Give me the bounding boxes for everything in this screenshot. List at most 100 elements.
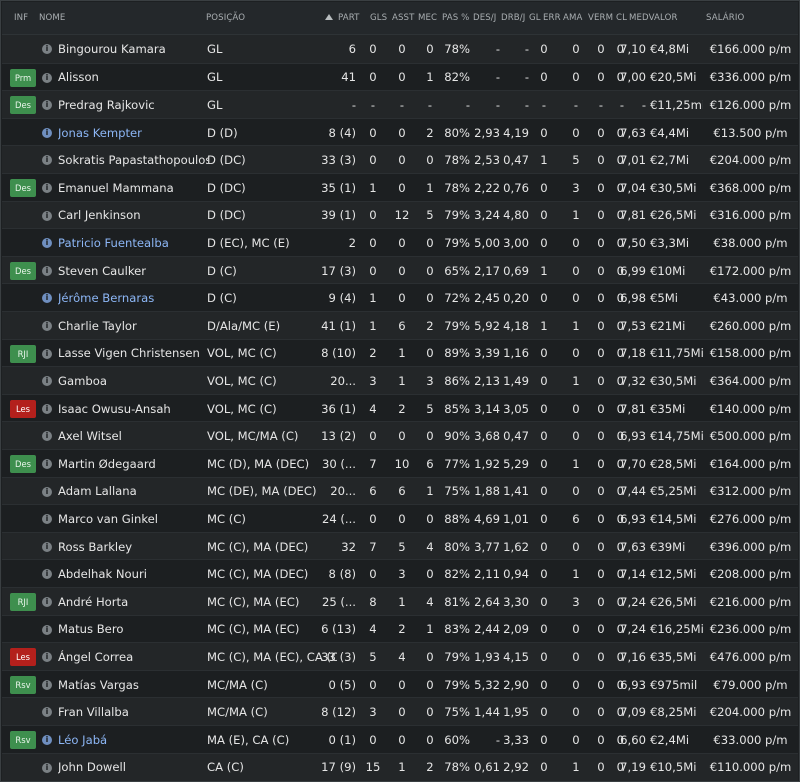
table-row[interactable]: i Sokratis Papastathopoulos D (DC) 33 (3) 0 0…	[2, 145, 798, 174]
table-row[interactable]: i Adam Lallana MC (DE), MA (DEC) 20... 6 6 1 75…	[2, 476, 798, 506]
status-badge[interactable]: Des	[10, 96, 36, 115]
info-icon[interactable]: i	[42, 624, 52, 635]
player-name[interactable]: Axel Witsel	[58, 429, 122, 444]
player-name[interactable]: Sokratis Papastathopoulos	[58, 153, 208, 168]
info-icon[interactable]: i	[42, 265, 52, 276]
player-name[interactable]: Abdelhak Nouri	[58, 567, 147, 582]
info-icon[interactable]: i	[42, 597, 52, 607]
col-cl[interactable]: CL	[616, 13, 627, 23]
info-icon[interactable]: i	[42, 735, 52, 745]
player-name[interactable]: Martin Ødegaard	[58, 456, 156, 471]
player-name[interactable]: André Horta	[58, 594, 129, 609]
info-icon[interactable]: i	[42, 321, 52, 331]
table-row[interactable]: Des i Martin Ødegaard MC (D), MA (DEC) 30 (.…	[2, 449, 798, 478]
status-badge[interactable]: Rsv	[10, 675, 36, 694]
player-name[interactable]: John Dowell	[58, 760, 126, 775]
player-name[interactable]: Lasse Vigen Christensen	[58, 346, 200, 361]
table-row[interactable]: i Axel Witsel VOL, MC/MA (C) 13 (2) 0 0 0 90% 3,…	[2, 421, 798, 450]
player-name[interactable]: Gamboa	[58, 373, 107, 388]
info-icon[interactable]: i	[42, 155, 52, 166]
col-gls[interactable]: GLS	[370, 13, 388, 23]
player-name[interactable]: Matus Bero	[58, 622, 124, 637]
player-name[interactable]: Jérôme Bernaras	[58, 291, 155, 306]
table-row[interactable]: RJI i André Horta MC (C), MA (EC) 25 (... 8 1 4…	[2, 587, 798, 616]
table-row[interactable]: Les i Isaac Owusu-Ansah VOL, MC (C) 36 (1) 4 2…	[2, 393, 798, 423]
info-icon[interactable]: i	[42, 569, 52, 580]
info-icon[interactable]: i	[42, 100, 52, 111]
col-posicao[interactable]: POSIÇÃO	[206, 13, 246, 23]
info-icon[interactable]: i	[42, 293, 52, 304]
col-medvalor[interactable]: MEDVALOR	[629, 13, 678, 23]
info-icon[interactable]: i	[42, 486, 52, 497]
table-row[interactable]: Des i Steven Caulker D (C) 17 (3) 0 0 0 65% 2,17 0…	[2, 255, 798, 285]
table-row[interactable]: i Charlie Taylor D/Ala/MC (E) 41 (1) 1 6 2 79% 5…	[2, 311, 798, 340]
status-badge[interactable]: Les	[10, 399, 36, 418]
table-row[interactable]: Rsv i Léo Jabá MA (E), CA (C) 0 (1) 0 0 0 60% -3,…	[2, 725, 798, 754]
info-icon[interactable]: i	[42, 652, 52, 663]
info-icon[interactable]: i	[42, 210, 52, 221]
table-row[interactable]: i Marco van Ginkel MC (C) 24 (... 0 0 0 88% 4,69…	[2, 504, 798, 533]
col-pas[interactable]: PAS %	[442, 13, 470, 23]
col-gl[interactable]: GL	[529, 13, 541, 23]
info-icon[interactable]: i	[42, 376, 52, 387]
table-row[interactable]: Rsv i Matías Vargas MC/MA (C) 0 (5) 0 0 0 79% 5,3…	[2, 669, 798, 699]
info-icon[interactable]: i	[42, 238, 52, 249]
player-name[interactable]: Steven Caulker	[58, 263, 147, 278]
info-icon[interactable]: i	[42, 679, 52, 690]
info-icon[interactable]: i	[42, 707, 52, 718]
info-icon[interactable]: i	[42, 348, 52, 359]
info-icon[interactable]: i	[42, 72, 52, 83]
info-icon[interactable]: i	[42, 183, 52, 193]
table-row[interactable]: i Bingourou Kamara GL 6 0 0 0 78% - -0 0 0 0 7,10 €4,8…	[2, 35, 798, 63]
player-name[interactable]: Léo Jabá	[58, 732, 108, 747]
table-row[interactable]: i Jonas Kempter D (D) 8 (4) 0 0 2 80% 2,93 4,19 0 0…	[2, 117, 798, 147]
table-row[interactable]: i Abdelhak Nouri MC (C), MA (DEC) 8 (8) 0 3 0 8…	[2, 559, 798, 588]
table-row[interactable]: i John Dowell CA (C) 17 (9) 15 1 2 78% 0,61 2,92 0…	[2, 752, 798, 782]
status-badge[interactable]: Des	[10, 455, 36, 473]
table-row[interactable]: RJI i Lasse Vigen Christensen VOL, MC (C) 8 …	[2, 338, 798, 368]
table-row[interactable]: Des i Predrag Rajkovic GL - - - - - - - - - - - - €11,25…	[2, 90, 798, 119]
status-badge[interactable]: Les	[10, 648, 36, 667]
player-name[interactable]: Jonas Kempter	[58, 125, 142, 140]
table-row[interactable]: i Patricio Fuentealba D (EC), MC (E) 2 0 0 0 79…	[2, 228, 798, 257]
col-drbj[interactable]: DRB/J	[501, 13, 526, 23]
table-row[interactable]: i Jérôme Bernaras D (C) 9 (4) 1 0 0 72% 2,45 0,20…	[2, 283, 798, 312]
info-icon[interactable]: i	[42, 459, 52, 469]
col-mec[interactable]: MEC	[418, 13, 438, 23]
col-verm[interactable]: VERM	[588, 13, 614, 23]
player-name[interactable]: Ángel Correa	[58, 649, 134, 664]
player-name[interactable]: Isaac Owusu-Ansah	[58, 401, 171, 416]
info-icon[interactable]: i	[42, 541, 52, 552]
status-badge[interactable]: Rsv	[10, 731, 36, 749]
status-badge[interactable]: RJI	[10, 344, 36, 363]
table-row[interactable]: i Carl Jenkinson D (DC) 39 (1) 0 12 5 79% 3,24 4,…	[2, 200, 798, 230]
player-name[interactable]: Ross Barkley	[58, 539, 133, 554]
player-name[interactable]: Predrag Rajkovic	[58, 97, 155, 112]
player-name[interactable]: Matías Vargas	[58, 677, 139, 692]
status-badge[interactable]: Des	[10, 179, 36, 197]
player-name[interactable]: Carl Jenkinson	[58, 208, 141, 223]
col-nome[interactable]: NOME	[39, 13, 66, 23]
info-icon[interactable]: i	[42, 403, 52, 414]
status-badge[interactable]: Prm	[10, 68, 36, 87]
player-name[interactable]: Patricio Fuentealba	[58, 235, 169, 250]
table-row[interactable]: i Matus Bero MC (C), MA (EC) 6 (13) 4 2 1 83% 2,…	[2, 614, 798, 644]
player-name[interactable]: Emanuel Mammana	[58, 180, 174, 195]
player-name[interactable]: Alisson	[58, 70, 99, 85]
info-icon[interactable]: i	[42, 431, 52, 442]
col-part[interactable]: PART	[338, 13, 360, 23]
info-icon[interactable]: i	[42, 44, 52, 54]
col-err[interactable]: ERR	[543, 13, 561, 23]
status-badge[interactable]: Des	[10, 261, 36, 280]
table-row[interactable]: Des i Emanuel Mammana D (DC) 35 (1) 1 0 1 78% 2,2…	[2, 173, 798, 202]
player-name[interactable]: Bingourou Kamara	[58, 41, 166, 56]
col-desj[interactable]: DES/J	[473, 13, 497, 23]
table-row[interactable]: i Fran Villalba MC/MA (C) 8 (12) 3 0 0 75% 1,44 1…	[2, 697, 798, 726]
info-icon[interactable]: i	[42, 762, 52, 773]
player-name[interactable]: Adam Lallana	[58, 484, 137, 499]
player-name[interactable]: Fran Villalba	[58, 705, 129, 720]
player-name[interactable]: Charlie Taylor	[58, 318, 137, 333]
table-row[interactable]: Les i Ángel Correa MC (C), MA (EC), CA (C) 3…	[2, 642, 798, 671]
info-icon[interactable]: i	[42, 127, 52, 138]
col-ama[interactable]: AMA	[563, 13, 583, 23]
